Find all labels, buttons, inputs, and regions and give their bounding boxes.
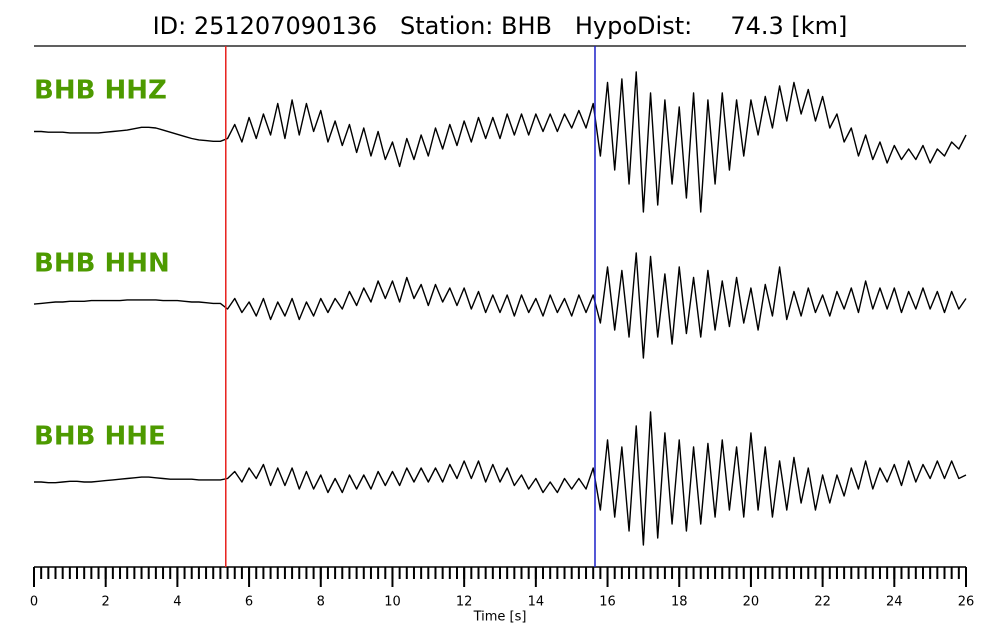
- x-tick-label: 22: [814, 595, 831, 610]
- x-tick-label: 12: [456, 595, 473, 610]
- x-tick-label: 20: [743, 595, 760, 610]
- trace-label: BHB HHE: [34, 422, 166, 452]
- x-tick-label: 16: [599, 595, 616, 610]
- x-tick-label: 14: [528, 595, 545, 610]
- x-tick-label: 18: [671, 595, 688, 610]
- chart-title: ID: 251207090136 Station: BHB HypoDist: …: [153, 12, 848, 40]
- x-tick-label: 26: [958, 595, 975, 610]
- trace-label: BHB HHN: [34, 249, 170, 279]
- x-tick-label: 6: [245, 595, 253, 610]
- waveform: [34, 71, 967, 213]
- x-tick-label: 10: [384, 595, 401, 610]
- x-tick-label: 2: [102, 595, 110, 610]
- waveform: [33, 252, 967, 359]
- x-tick-label: 8: [317, 595, 325, 610]
- trace-label: BHB HHZ: [34, 76, 167, 106]
- x-axis-label: Time [s]: [473, 610, 527, 625]
- x-tick-label: 24: [886, 595, 903, 610]
- waveform: [34, 411, 967, 546]
- x-tick-label: 4: [173, 595, 181, 610]
- x-tick-label: 0: [30, 595, 38, 610]
